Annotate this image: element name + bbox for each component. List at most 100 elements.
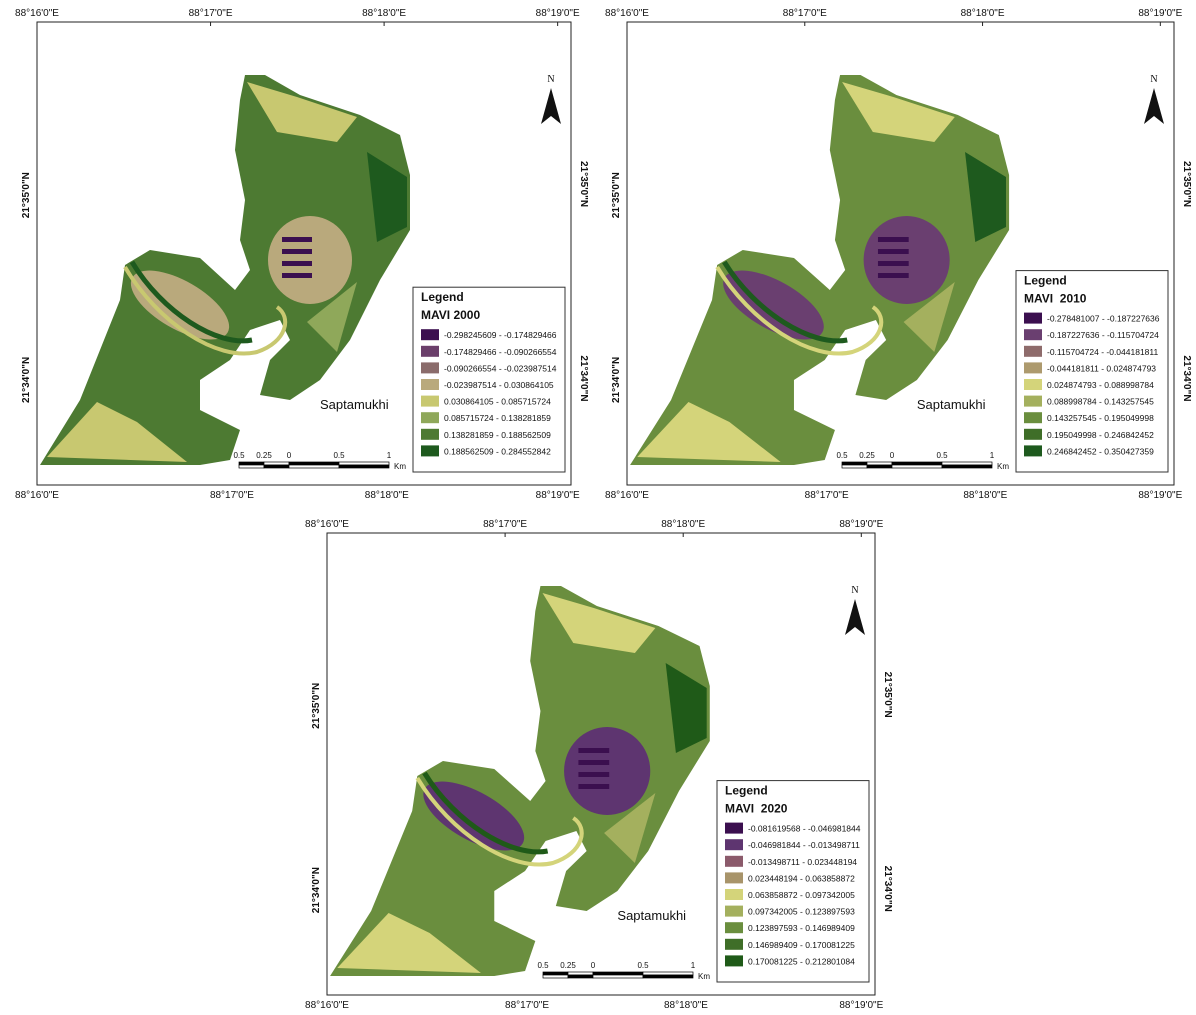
legend-swatch [725,872,743,883]
legend-swatch [1024,346,1042,357]
latitude-label: 21°35'0"N [1181,161,1192,207]
longitude-label: 88°18'0"E [961,8,1005,19]
field-plot [878,237,909,242]
scale-label: 0 [287,451,292,460]
longitude-label: 88°18'0"E [661,519,705,530]
scale-seg [568,972,593,975]
scale-seg [942,465,992,468]
legend-label: -0.044181811 - 0.024874793 [1047,363,1156,373]
legend-swatch [725,939,743,950]
field [268,216,352,304]
field-plot [878,261,909,266]
scale-seg [339,465,389,468]
scale-seg [867,462,892,465]
map-panel: 88°16'0"E88°17'0"E88°18'0"E88°19'0"E88°1… [305,519,893,1010]
longitude-label: 88°18'0"E [664,1000,708,1010]
legend-label: 0.138281859 - 0.188562509 [444,430,551,440]
longitude-label: 88°19'0"E [1138,8,1182,19]
legend-swatch [725,823,743,834]
scale-label: 0.5 [637,961,649,970]
latitude-label: 21°34'0"N [611,357,622,403]
legend-label: 0.023448194 - 0.063858872 [748,873,855,883]
scale-seg [892,462,942,465]
legend-swatch [1024,429,1042,440]
field [864,216,950,304]
scale-seg [568,975,593,978]
longitude-label: 88°19'0"E [536,490,580,501]
scale-seg [289,465,339,468]
legend-title: Legend [421,290,464,304]
latitude-label: 21°34'0"N [882,866,893,912]
longitude-label: 88°18'0"E [365,490,409,501]
scale-seg [239,462,264,465]
longitude-label: 88°17'0"E [505,1000,549,1010]
legend-label: -0.187227636 - -0.115704724 [1047,330,1159,340]
legend-swatch [1024,313,1042,324]
longitude-label: 88°16'0"E [15,490,59,501]
scale-seg [264,465,289,468]
latitude-label: 21°34'0"N [1181,355,1192,401]
scale-label: 0.5 [936,451,948,460]
field-plot [282,237,312,242]
legend-label: -0.278481007 - -0.187227636 [1047,314,1160,324]
longitude-label: 88°18'0"E [963,490,1007,501]
longitude-label: 88°19'0"E [839,1000,883,1010]
field-plot [878,273,909,278]
field-plot [578,760,609,765]
latitude-label: 21°35'0"N [882,672,893,718]
scale-label: 0.5 [233,451,245,460]
legend-label: 0.143257545 - 0.195049998 [1047,413,1154,423]
scale-seg [264,462,289,465]
scale-seg [643,975,693,978]
scale-unit: Km [997,462,1009,471]
legend-label: -0.298245609 - -0.174829466 [444,330,557,340]
legend-label: 0.195049998 - 0.246842452 [1047,430,1154,440]
latitude-label: 21°35'0"N [21,172,32,218]
scale-label: 0.5 [836,451,848,460]
scale-label: 1 [990,451,995,460]
field-plot [878,249,909,254]
legend-title: Legend [1024,274,1067,288]
legend-swatch [421,362,439,373]
legend-swatch [421,412,439,423]
legend-swatch [725,922,743,933]
longitude-label: 88°19'0"E [1138,490,1182,501]
scale-seg [593,975,643,978]
legend-subtitle: MAVI 2010 [1024,292,1087,306]
legend-label: 0.024874793 - 0.088998784 [1047,380,1154,390]
field-plot [578,772,609,777]
latitude-label: 21°34'0"N [578,355,589,401]
legend-swatch [1024,329,1042,340]
legend-label: 0.030864105 - 0.085715724 [444,397,551,407]
map-panel: 88°16'0"E 88°17'0"E 88°18'0"E 88°19'0"E 88°1… [605,8,1192,501]
latitude-label: 21°35'0"N [311,683,322,729]
legend-label: 0.123897593 - 0.146989409 [748,923,855,933]
scale-label: 0 [890,451,895,460]
longitude-label: 88°17'0"E [483,519,527,530]
legend-swatch [421,329,439,340]
page: {"maps": [ {"top_labels": ["88°16'0\"E",… [0,0,1196,1015]
legend-label: -0.023987514 - 0.030864105 [444,380,554,390]
latitude-label: 21°34'0"N [21,357,32,403]
north-label: N [547,74,554,85]
scale-label: 1 [387,451,392,460]
legend-label: 0.063858872 - 0.097342005 [748,890,855,900]
legend-swatch [421,445,439,456]
legend-swatch [421,396,439,407]
longitude-label: 88°17'0"E [805,490,849,501]
legend-label: 0.170081225 - 0.212801084 [748,956,855,966]
longitude-label: 88°16'0"E [15,8,59,19]
legend-swatch [725,955,743,966]
longitude-label: 88°16'0"E [605,490,649,501]
latitude-label: 21°34'0"N [311,867,322,913]
scale-seg [543,972,568,975]
longitude-label: 88°18'0"E [362,8,406,19]
scale-seg [643,972,693,975]
legend-swatch [1024,396,1042,407]
longitude-label: 88°17'0"E [783,8,827,19]
field-plot [578,748,609,753]
longitude-label: 88°17'0"E [210,490,254,501]
scale-seg [842,462,867,465]
legend-swatch [725,856,743,867]
legend-label: 0.188562509 - 0.284552842 [444,446,551,456]
